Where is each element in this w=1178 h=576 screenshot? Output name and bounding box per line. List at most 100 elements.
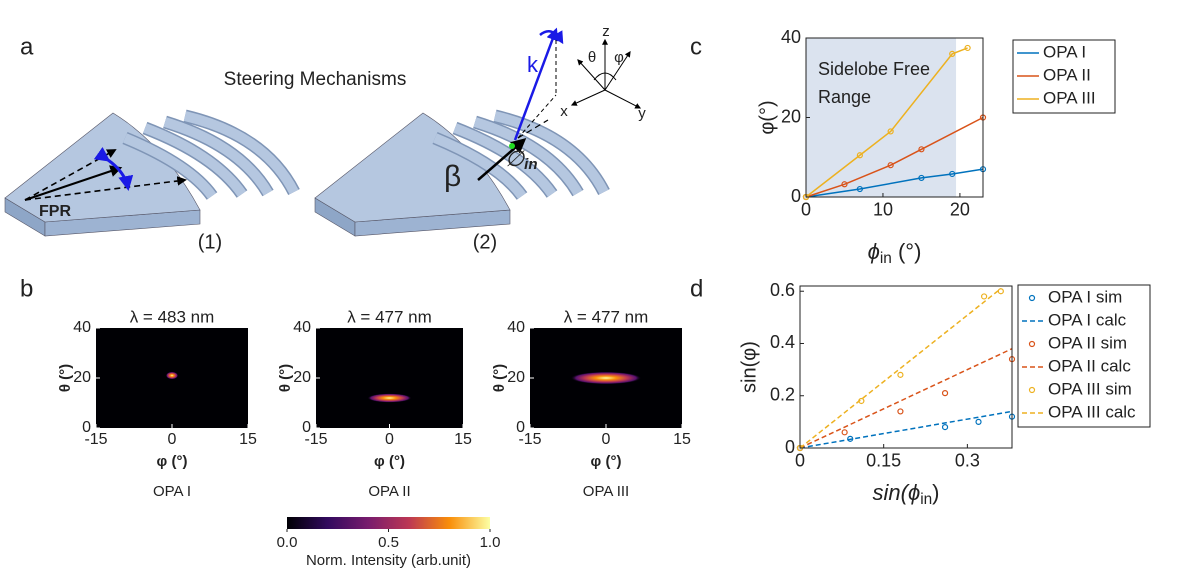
legend-label: OPA I <box>1043 42 1086 61</box>
dashed-line <box>799 348 1013 449</box>
axis-triad <box>570 38 642 109</box>
y-tick-label: 40 <box>73 319 91 336</box>
intensity-spot <box>367 393 412 403</box>
y-tick-label: 20 <box>781 106 801 126</box>
legend-label: OPA I sim <box>1048 287 1122 306</box>
marker <box>841 181 848 188</box>
sidelobe-free-range <box>806 38 957 197</box>
axis-label-part: in <box>880 250 892 267</box>
beta-label: β <box>444 160 461 193</box>
y-axis-label: θ (°) <box>491 364 508 392</box>
heatmap-caption: OPA III <box>583 483 629 500</box>
marker <box>949 50 956 58</box>
y-tick-label: 20 <box>73 369 91 386</box>
axis-label-part: sin(ϕ <box>873 480 921 505</box>
dashed-line <box>799 288 1002 449</box>
axis-label: φ(°) <box>756 100 778 134</box>
marker <box>941 390 949 397</box>
heatmap-caption: OPA I <box>153 483 191 500</box>
legend-label: OPA II <box>1043 65 1091 84</box>
y-tick-label: 40 <box>507 319 525 336</box>
x-tick-label: 0 <box>801 199 811 219</box>
y-tick-label: 0 <box>791 186 801 206</box>
marker <box>997 288 1004 295</box>
legend-label: OPA I calc <box>1048 310 1127 329</box>
axis-theta: θ <box>588 49 596 66</box>
x-tick-label: -15 <box>304 431 327 448</box>
x-tick-label: 0 <box>602 431 611 448</box>
y-tick-label: 0 <box>82 419 91 436</box>
heatmap-background <box>316 328 463 428</box>
y-tick-label: 0 <box>516 419 525 436</box>
axis-label-part: in <box>920 491 932 508</box>
axis-x: x <box>560 103 568 120</box>
x-axis-label: φ (°) <box>591 453 622 470</box>
heatmap-title: λ = 477 nm <box>564 307 649 326</box>
legend-label: OPA II sim <box>1048 333 1127 352</box>
axis-label: sin(φ) <box>738 341 760 393</box>
axis-label-part: ϕ <box>868 239 880 264</box>
axis-y: y <box>638 105 646 122</box>
axis-label: sin(ϕin) <box>873 480 940 508</box>
legend-label: OPA II calc <box>1048 356 1131 375</box>
legend-label: OPA III <box>1043 88 1096 107</box>
caption: (2) <box>473 231 497 253</box>
panel-label: b <box>20 275 33 302</box>
diagram-title: Steering Mechanisms <box>224 69 407 90</box>
marker <box>841 429 848 436</box>
marker <box>887 162 894 169</box>
marker <box>847 435 854 442</box>
axis-z: z <box>602 23 610 40</box>
x-tick-label: 0 <box>385 431 394 448</box>
y-tick-label: 20 <box>507 369 525 386</box>
y-tick-label: 40 <box>781 27 801 47</box>
panel-label: a <box>20 33 34 60</box>
axis-label-part: ) <box>932 480 939 505</box>
legend-marker <box>1028 340 1036 348</box>
colorbar <box>287 517 490 529</box>
marker <box>897 408 904 415</box>
colorbar-tick-label: 1.0 <box>480 534 501 551</box>
x-axis-label: φ (°) <box>157 453 188 470</box>
series-line <box>805 116 984 198</box>
marker <box>981 293 988 300</box>
colorbar-tick-label: 0.5 <box>378 534 399 551</box>
panel-label: d <box>690 275 703 302</box>
heatmap-title: λ = 477 nm <box>347 307 432 326</box>
y-tick-label: 0.2 <box>770 384 795 404</box>
marker <box>897 371 904 378</box>
x-tick-label: 10 <box>873 199 893 219</box>
annotation: Range <box>818 87 871 107</box>
y-tick-label: 0 <box>785 437 795 457</box>
x-tick-label: 0 <box>168 431 177 448</box>
intensity-spot <box>570 371 642 385</box>
fan-2 <box>314 109 610 237</box>
x-tick-label: 0 <box>795 450 805 470</box>
series-line <box>805 168 984 198</box>
panel-label: c <box>690 33 702 60</box>
legend-label: OPA III calc <box>1048 402 1136 421</box>
colorbar-label: Norm. Intensity (arb.unit) <box>306 552 471 569</box>
intensity-spot <box>165 371 179 380</box>
x-tick-label: 0.3 <box>955 450 980 470</box>
y-axis-label: θ (°) <box>277 364 294 392</box>
diagram: Steering Mechanisms FPR (1) k β ∅in <box>4 23 646 253</box>
plot-frame <box>799 285 1013 449</box>
x-tick-label: -15 <box>518 431 541 448</box>
colorbar-tick-label: 0.0 <box>277 534 298 551</box>
annotation: Sidelobe Free <box>818 59 930 79</box>
heatmap-title: λ = 483 nm <box>130 307 215 326</box>
y-tick-label: 20 <box>293 369 311 386</box>
y-tick-label: 0.6 <box>770 280 795 300</box>
phi-in-symbol: ∅ <box>505 146 525 171</box>
y-tick-label: 0.4 <box>770 332 795 352</box>
marker <box>856 185 863 193</box>
y-tick-label: 0 <box>302 419 311 436</box>
marker <box>964 44 971 52</box>
axis-label: ϕin (°) <box>868 239 922 267</box>
k-label: k <box>527 52 539 77</box>
heatmap-caption: OPA II <box>368 483 410 500</box>
x-axis-label: φ (°) <box>374 453 405 470</box>
marker <box>941 423 949 431</box>
series-line <box>805 47 968 198</box>
